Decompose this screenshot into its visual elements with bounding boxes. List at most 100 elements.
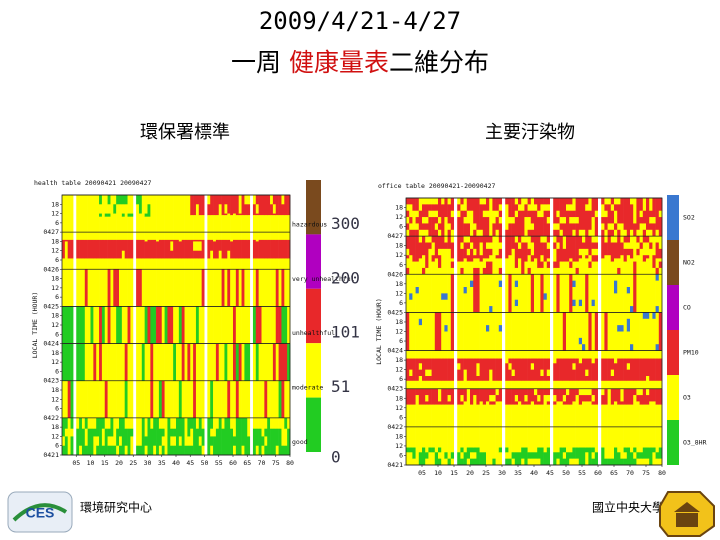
heat-cell [438,447,442,453]
heat-cell [591,395,596,402]
y-tick-label: 12 [395,213,403,221]
heat-cell [601,395,605,405]
heat-cell [585,312,589,359]
heat-cell [215,428,220,456]
heat-cell [84,417,88,429]
heat-cell [476,388,480,405]
heat-cell [514,404,519,453]
heat-cell [224,239,228,259]
heat-cell [444,380,448,390]
heat-cell [127,343,131,429]
heat-cell [630,248,634,259]
heat-cell [281,445,285,456]
heat-cell [610,210,615,224]
heat-cell [96,445,100,456]
heat-cell [241,445,245,456]
heat-cell [434,388,439,405]
heat-cell [158,195,163,241]
heat-cell [409,447,413,453]
heat-cell [626,242,631,250]
y-tick-label: 6 [55,293,59,301]
heat-cell [161,436,165,447]
heat-cell [630,358,634,382]
heat-cell [617,198,621,205]
heat-cell [412,380,416,390]
heat-cell [514,299,519,307]
heat-cell [556,458,560,466]
heat-cell [107,445,111,456]
heat-cell [233,195,237,214]
heat-cell [514,380,519,390]
heat-cell [543,293,548,301]
heat-cell [170,250,174,259]
heat-cell [81,195,86,241]
heat-cell [537,198,541,212]
y-tick-label: 18 [51,200,59,208]
heat-cell [84,239,88,259]
heat-cell [158,428,163,447]
heat-cell [221,239,225,259]
y-tick-label: 18 [395,356,403,364]
heat-cell [646,376,650,396]
heat-cell [218,204,222,241]
heat-cell [508,223,512,256]
heat-cell [457,204,461,212]
heat-cell [144,216,148,242]
heat-cell [486,248,490,259]
heat-cell [422,255,426,269]
heat-cell [553,242,557,250]
heat-cell [438,223,442,231]
heat-cell [444,217,448,243]
heat-cell [99,213,103,217]
heat-cell [84,195,88,241]
y-tick-label: 18 [395,204,403,212]
heat-cell [530,261,535,275]
heat-cell [569,261,573,269]
heat-cell [572,287,576,301]
heat-cell [161,380,165,419]
chart-header: office table 20090421-20090427 [378,182,495,190]
heat-cell [617,258,621,269]
heat-cell [187,343,191,382]
heat-cell [193,241,197,252]
heat-cell [534,358,538,382]
x-tick-label: 35 [158,459,166,467]
heat-cell [278,195,282,216]
heat-cell [147,195,151,205]
heat-cell [173,436,177,447]
heat-cell [127,216,131,241]
heat-cell [463,293,468,359]
heat-cell [482,204,487,212]
heat-cell [133,195,137,456]
heat-cell [255,445,259,456]
threshold-label: 51 [331,377,350,396]
heat-cell [275,445,279,456]
heat-cell [255,380,259,429]
heat-cell [96,239,100,259]
heat-cell [107,216,111,241]
heat-cell [585,358,589,370]
heat-cell [170,258,174,307]
heat-cell [630,229,634,250]
x-tick-label: 65 [243,459,251,467]
heat-cell [130,195,134,214]
heat-cell [466,242,471,250]
heat-cell [642,388,647,405]
y-tick-label: 6 [55,367,59,375]
subtitle-highlight: 健康量表 [289,48,389,77]
heat-cell [261,215,265,241]
heat-cell [409,229,413,256]
heat-cell [601,447,605,466]
heat-cell [537,267,541,359]
heat-cell [173,445,177,456]
heat-cell [178,445,182,456]
heat-cell [272,204,277,214]
heat-cell [176,239,180,259]
heat-cell [141,380,145,419]
heat-cell [607,198,612,205]
heat-cell [620,401,624,405]
heat-cell [630,404,634,453]
heat-cell [287,215,291,241]
heat-cell [187,258,191,344]
heat-cell [64,417,68,429]
